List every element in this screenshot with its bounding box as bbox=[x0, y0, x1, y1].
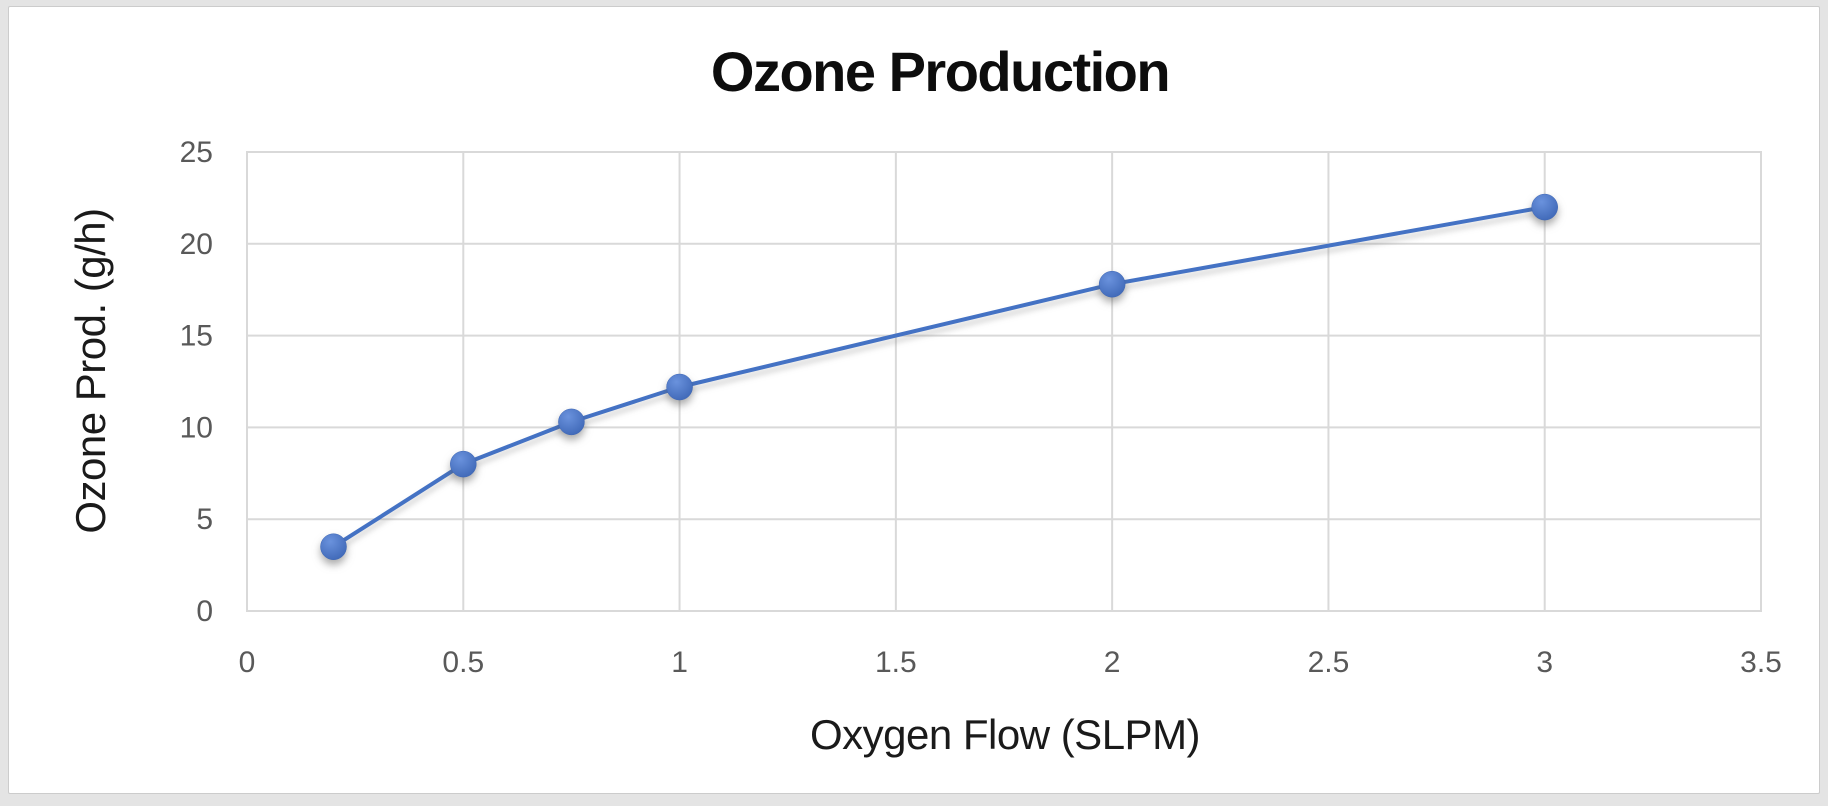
x-tick-label: 3 bbox=[1536, 646, 1553, 679]
data-point-marker bbox=[1531, 193, 1558, 221]
y-tick-label: 25 bbox=[180, 136, 213, 169]
data-point-marker bbox=[558, 408, 585, 436]
y-tick-label: 0 bbox=[196, 595, 213, 628]
series-group bbox=[332, 205, 1546, 549]
y-tick-label: 5 bbox=[196, 503, 213, 536]
plot-area: 0 5 10 15 20 25 0 0.5 1 1.5 2 2.5 3 3.5 bbox=[180, 136, 1782, 679]
y-tick-label: 20 bbox=[180, 228, 213, 261]
plot-border bbox=[246, 151, 1762, 612]
x-tick-label: 1 bbox=[671, 646, 688, 679]
x-axis-title: Oxygen Flow (SLPM) bbox=[809, 711, 1201, 758]
data-point-marker bbox=[450, 450, 477, 478]
data-point-marker bbox=[1098, 270, 1126, 298]
chart-panel: Ozone Production Ozone Prod. (g/h) Oxyge… bbox=[8, 6, 1820, 794]
x-tick-label: 2.5 bbox=[1308, 646, 1350, 679]
data-point-marker bbox=[320, 533, 347, 560]
chart-title: Ozone Production bbox=[710, 40, 1171, 103]
y-tick-label: 10 bbox=[180, 411, 213, 444]
x-tick-label: 2 bbox=[1104, 646, 1121, 679]
data-point-marker bbox=[666, 373, 693, 401]
markers-group bbox=[320, 193, 1558, 560]
y-tick-label: 15 bbox=[180, 320, 213, 353]
x-tick-label: 0.5 bbox=[442, 646, 484, 679]
x-tick-label: 3.5 bbox=[1740, 646, 1782, 679]
x-tick-label: 1.5 bbox=[875, 646, 917, 679]
series-line bbox=[332, 205, 1546, 549]
x-tick-label: 0 bbox=[239, 646, 256, 679]
